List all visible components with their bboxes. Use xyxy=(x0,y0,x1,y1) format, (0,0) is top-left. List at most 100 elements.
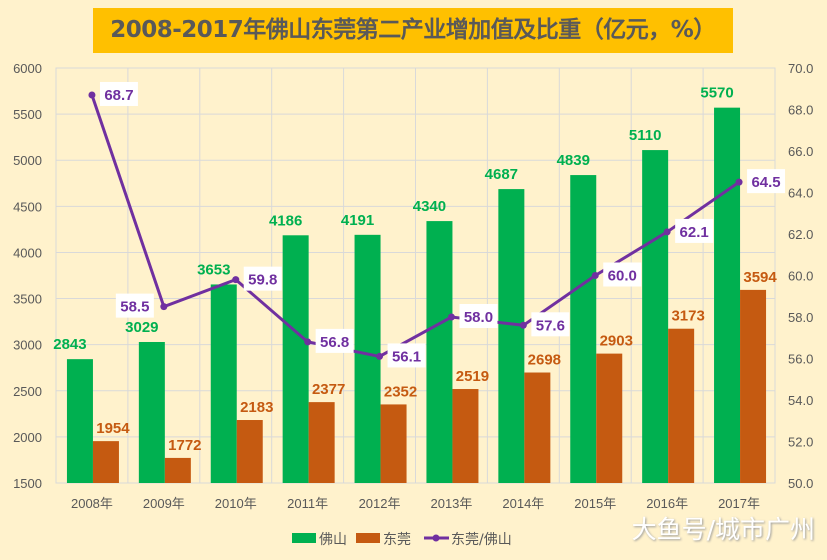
data-label-ratio: 62.1 xyxy=(680,224,709,241)
bar-foshan xyxy=(642,150,669,484)
data-label-ratio: 64.5 xyxy=(751,174,780,191)
bar-dongguan xyxy=(380,404,407,483)
y-left-tick: 4000 xyxy=(13,245,42,260)
bar-dongguan xyxy=(740,289,767,483)
line-point xyxy=(304,338,312,346)
y-left-tick: 2500 xyxy=(13,384,42,399)
x-tick: 2011年 xyxy=(287,496,328,511)
x-tick: 2016年 xyxy=(646,496,688,511)
y-right-tick: 52.0 xyxy=(788,435,813,450)
line-ratio xyxy=(90,94,740,359)
x-tick: 2009年 xyxy=(143,496,185,511)
y-left-tick: 2000 xyxy=(13,430,42,445)
data-label-dongguan: 3594 xyxy=(743,269,777,286)
bar-dongguan xyxy=(668,328,695,483)
bar-dongguan xyxy=(452,389,479,483)
x-tick: 2013年 xyxy=(430,496,472,511)
y-left-tick: 1500 xyxy=(13,476,42,491)
data-label-bg xyxy=(115,293,154,318)
bar-dongguan xyxy=(236,420,263,483)
y-left-tick: 3500 xyxy=(13,292,42,307)
x-tick: 2017年 xyxy=(718,496,760,511)
data-label-foshan: 4687 xyxy=(485,166,518,183)
data-label-foshan: 3029 xyxy=(125,319,158,336)
line-point xyxy=(232,276,240,284)
bar-foshan xyxy=(354,234,381,483)
line-point xyxy=(88,91,96,99)
legend-label-dongguan: 东莞 xyxy=(383,532,411,548)
watermark: 大鱼号/城市广州 xyxy=(631,515,815,544)
data-label-foshan: 2843 xyxy=(53,336,86,353)
data-label-dongguan: 2352 xyxy=(384,383,417,400)
line-point xyxy=(735,178,743,186)
data-label-dongguan: 3173 xyxy=(671,308,704,325)
x-tick: 2010年 xyxy=(215,496,257,511)
data-label-bg xyxy=(603,262,642,287)
bar-foshan xyxy=(282,235,309,483)
data-label-ratio: 58.0 xyxy=(464,309,493,326)
y-right-tick: 64.0 xyxy=(788,186,813,201)
data-label-foshan: 5570 xyxy=(700,85,733,102)
data-label-ratio: 60.0 xyxy=(608,268,637,285)
y-right-tick: 68.0 xyxy=(788,103,813,118)
data-label-dongguan: 2903 xyxy=(600,333,633,350)
data-label-ratio: 68.7 xyxy=(104,87,133,104)
legend-swatch-foshan xyxy=(292,533,316,543)
data-label-bg xyxy=(747,169,786,194)
data-label-dongguan: 2698 xyxy=(528,352,561,369)
bar-foshan xyxy=(570,175,597,483)
data-label-bg xyxy=(675,218,714,243)
y-right-tick: 60.0 xyxy=(788,269,813,284)
data-label-ratio: 56.8 xyxy=(320,334,349,351)
bar-foshan xyxy=(498,189,525,484)
bar-foshan xyxy=(426,221,453,484)
line-point xyxy=(447,313,455,321)
x-tick: 2008年 xyxy=(71,496,113,511)
data-label-bg xyxy=(531,312,570,337)
bar-dongguan xyxy=(596,353,623,483)
x-tick: 2014年 xyxy=(502,496,544,511)
data-label-bg xyxy=(243,266,282,291)
y-right-tick: 58.0 xyxy=(788,310,813,325)
data-label-ratio: 56.1 xyxy=(392,348,421,365)
bar-dongguan xyxy=(524,372,551,483)
bar-foshan xyxy=(210,284,237,483)
data-label-foshan: 4839 xyxy=(557,152,590,169)
y-right-tick: 56.0 xyxy=(788,352,813,367)
y-right-tick: 50.0 xyxy=(788,476,813,491)
y-left-tick: 6000 xyxy=(13,61,42,76)
y-right-tick: 54.0 xyxy=(788,393,813,408)
data-label-ratio: 57.6 xyxy=(536,317,565,334)
data-label-bg xyxy=(99,81,138,106)
data-label-dongguan: 2519 xyxy=(456,368,489,385)
line-point xyxy=(663,228,671,236)
line-point xyxy=(591,272,599,279)
legend-marker-ratio xyxy=(432,534,440,542)
line-point xyxy=(160,303,168,311)
data-label-foshan: 4186 xyxy=(269,212,302,229)
data-label-bg xyxy=(459,304,498,328)
bar-dongguan xyxy=(164,457,191,483)
data-label-dongguan: 2183 xyxy=(240,399,273,416)
data-label-dongguan: 1772 xyxy=(168,437,201,454)
data-label-dongguan: 2377 xyxy=(312,381,345,398)
data-label-foshan: 4340 xyxy=(413,198,446,215)
y-right-tick: 70.0 xyxy=(788,61,813,76)
y-right-tick: 66.0 xyxy=(788,144,813,159)
bar-dongguan xyxy=(308,402,335,483)
y-right-tick: 62.0 xyxy=(788,227,813,242)
line-point xyxy=(519,321,527,329)
y-left-tick: 5500 xyxy=(13,107,42,122)
data-label-foshan: 5110 xyxy=(629,127,662,144)
bar-foshan xyxy=(138,341,165,483)
y-left-tick: 3000 xyxy=(13,338,42,353)
data-label-dongguan: 1954 xyxy=(96,420,130,437)
legend-swatch-dongguan xyxy=(356,533,380,543)
y-left-tick: 5000 xyxy=(13,153,42,168)
data-label-ratio: 58.5 xyxy=(120,299,149,316)
data-label-foshan: 4191 xyxy=(341,212,374,229)
bar-dongguan xyxy=(92,441,119,483)
data-label-bg xyxy=(387,343,426,368)
legend-label-ratio: 东莞/佛山 xyxy=(451,532,512,548)
